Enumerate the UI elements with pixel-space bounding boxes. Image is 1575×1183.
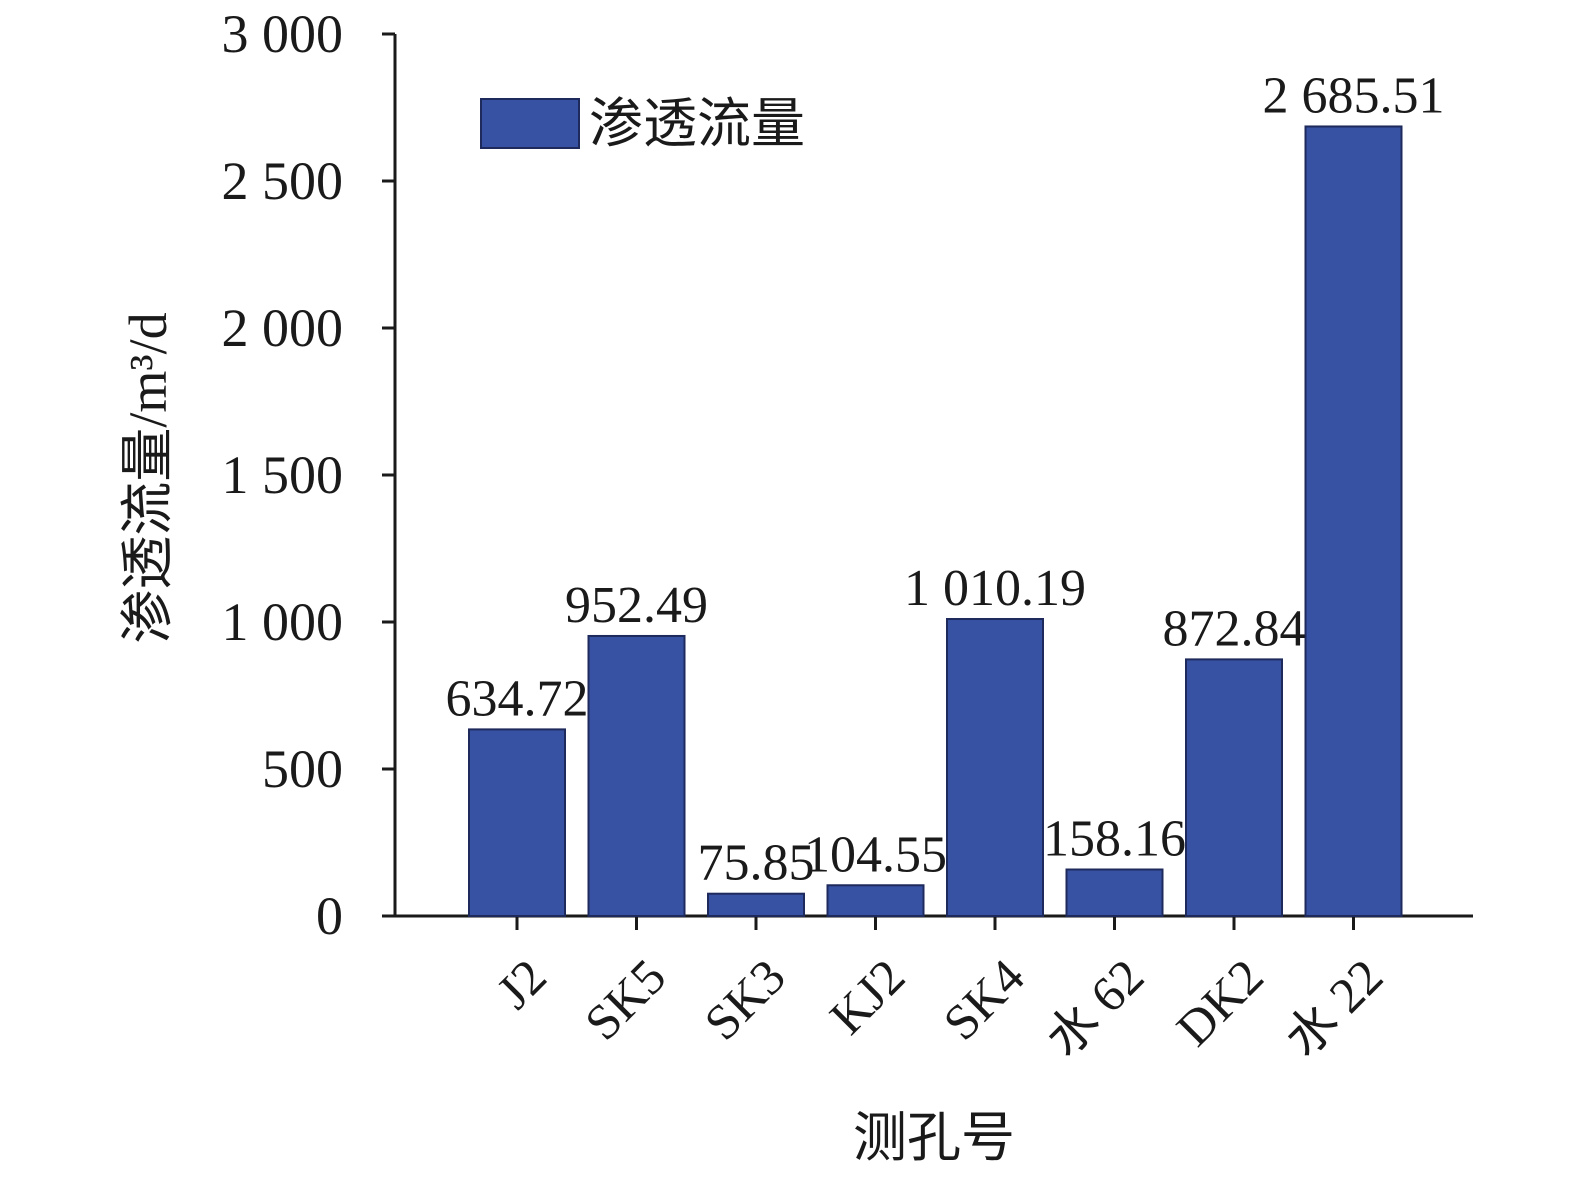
x-tick-label: SK5 bbox=[574, 948, 676, 1050]
data-label: 104.55 bbox=[804, 826, 947, 883]
legend: 渗透流量 bbox=[480, 94, 805, 154]
data-label: 158.16 bbox=[1043, 811, 1186, 868]
axes: 0 500 1 000 1 500 2 000 2 500 3 000 渗透流量/m³/d 测孔… bbox=[118, 4, 1473, 1168]
bar bbox=[946, 618, 1044, 917]
x-tick-label: SK4 bbox=[932, 948, 1034, 1050]
x-tick-label: DK2 bbox=[1165, 948, 1273, 1056]
bar bbox=[707, 892, 805, 917]
legend-label: 渗透流量 bbox=[589, 94, 805, 154]
y-axis-title: 渗透流量/m³/d bbox=[118, 312, 178, 643]
x-axis-title: 测孔号 bbox=[853, 1108, 1015, 1168]
y-tick-label: 1 000 bbox=[222, 592, 344, 652]
data-label: 952.49 bbox=[565, 577, 708, 634]
legend-swatch bbox=[480, 98, 580, 149]
bars bbox=[468, 125, 1403, 918]
bar bbox=[1065, 868, 1164, 918]
bar bbox=[1185, 658, 1283, 917]
data-label: 1 010.19 bbox=[904, 560, 1086, 617]
bar bbox=[468, 728, 566, 918]
y-tick-label: 3 000 bbox=[222, 4, 344, 64]
x-tick-label: J2 bbox=[486, 948, 557, 1019]
data-label: 872.84 bbox=[1163, 600, 1306, 657]
x-tick-label: KJ2 bbox=[819, 948, 916, 1045]
x-tick-label: 水 22 bbox=[1274, 948, 1393, 1067]
x-tick-label: 水 62 bbox=[1035, 948, 1154, 1067]
data-label: 634.72 bbox=[446, 670, 589, 727]
bar bbox=[587, 634, 686, 918]
bar bbox=[826, 884, 925, 918]
y-tick-label: 2 000 bbox=[222, 298, 344, 358]
y-tick-label: 0 bbox=[316, 886, 343, 946]
bar bbox=[1304, 125, 1403, 917]
y-tick-label: 2 500 bbox=[222, 151, 344, 211]
y-tick-label: 500 bbox=[262, 739, 343, 799]
y-tick-label: 1 500 bbox=[222, 445, 344, 505]
x-tick-label: SK3 bbox=[693, 948, 795, 1050]
data-label: 2 685.51 bbox=[1263, 67, 1445, 124]
data-label: 75.85 bbox=[698, 835, 815, 892]
